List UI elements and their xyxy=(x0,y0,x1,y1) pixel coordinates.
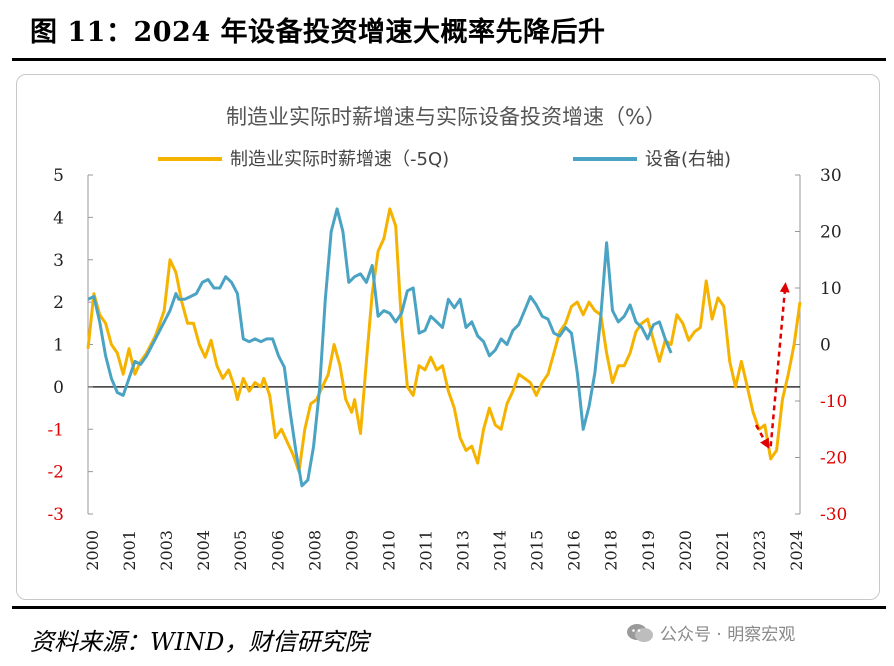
y-left-tick-label: 3 xyxy=(53,251,64,271)
x-tick-label: 2010 xyxy=(379,530,398,571)
chart-canvas: 制造业实际时薪增速与实际设备投资增速（%） 制造业实际时薪增速（-5Q) 设备(… xyxy=(47,105,847,571)
x-tick-label: 2000 xyxy=(83,530,102,571)
x-tick-label: 2016 xyxy=(565,530,584,571)
y-right-tick-label: -20 xyxy=(820,449,847,469)
wechat-icon xyxy=(627,623,653,642)
series-line-1 xyxy=(86,207,802,474)
watermark: 公众号 · 明察宏观 xyxy=(626,620,795,645)
x-tick-label: 2014 xyxy=(491,530,510,571)
x-tick-label: 2011 xyxy=(416,530,435,571)
y-left-tick-label: 4 xyxy=(53,208,64,228)
legend-label-series1: 制造业实际时薪增速（-5Q) xyxy=(230,149,449,170)
y-right-tick-label: -10 xyxy=(820,392,847,412)
x-tick-label: 2013 xyxy=(454,530,473,571)
x-tick-label: 2020 xyxy=(676,530,695,571)
bottom-rule xyxy=(12,606,886,609)
x-tick-label: 2009 xyxy=(342,530,361,571)
chart-frame xyxy=(16,74,880,600)
chart-title: 制造业实际时薪增速与实际设备投资增速（%） xyxy=(226,105,666,129)
x-tick-label: 2001 xyxy=(120,530,139,571)
y-left-tick-label: 0 xyxy=(53,378,64,398)
top-rule xyxy=(12,58,886,61)
figure-title: 图 11：2024 年设备投资增速大概率先降后升 xyxy=(30,17,606,48)
y-right-tick-label: -30 xyxy=(820,505,847,525)
x-tick-label: 2004 xyxy=(194,530,213,571)
y-right-tick-label: 30 xyxy=(820,166,842,186)
x-tick-label: 2003 xyxy=(157,530,176,571)
x-tick-label: 2023 xyxy=(750,530,769,571)
x-tick-label: 2006 xyxy=(268,530,287,571)
trend-arrow-2 xyxy=(769,282,790,447)
y-left-tick-label: -1 xyxy=(47,420,64,440)
legend-label-series2: 设备(右轴) xyxy=(645,149,731,170)
series-line-2 xyxy=(87,207,673,488)
y-right-tick-label: 0 xyxy=(820,336,831,356)
x-tick-label: 2008 xyxy=(305,530,324,571)
y-left-tick-label: 1 xyxy=(53,336,64,356)
x-tick-label: 2021 xyxy=(713,530,732,571)
chart-plot-area xyxy=(86,207,802,488)
watermark-text: 公众号 · 明察宏观 xyxy=(660,625,796,645)
source-note: 资料来源：WIND，财信研究院 xyxy=(30,628,369,656)
x-tick-label: 2005 xyxy=(231,530,250,571)
x-tick-label: 2019 xyxy=(639,530,658,571)
x-tick-label: 2024 xyxy=(787,530,806,571)
x-tick-label: 2018 xyxy=(602,530,621,571)
y-right-tick-label: 10 xyxy=(820,279,842,299)
trend-arrow-1 xyxy=(754,424,770,449)
x-tick-label: 2015 xyxy=(528,530,547,571)
y-left-tick-label: -3 xyxy=(47,505,64,525)
y-left-tick-label: -2 xyxy=(47,463,64,483)
y-left-tick-label: 2 xyxy=(53,293,64,313)
y-left-tick-label: 5 xyxy=(53,166,64,186)
y-right-tick-label: 20 xyxy=(820,223,842,243)
chart-legend: 制造业实际时薪增速（-5Q) 设备(右轴) xyxy=(158,149,731,170)
